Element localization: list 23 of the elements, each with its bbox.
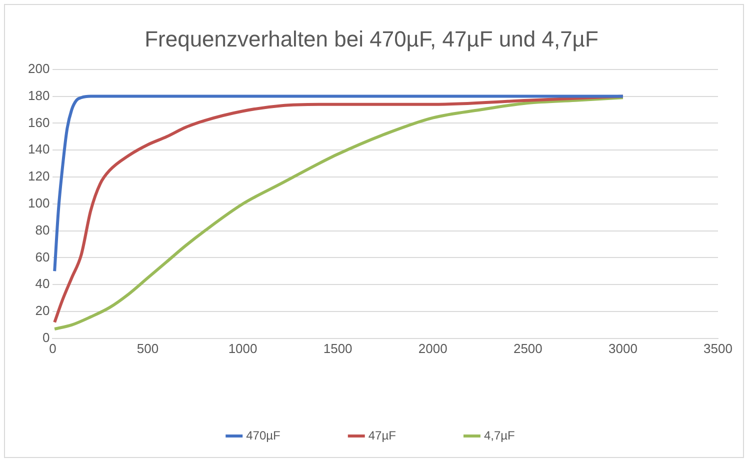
line-series [53,94,624,273]
x-tick-label: 2000 [418,340,448,356]
x-tick-label: 500 [136,340,159,356]
y-tick-label: 80 [35,222,50,238]
chart-title: Frequenzverhalten bei 470µF, 47µF und 4,7µF [144,26,598,52]
y-tick-label: 140 [28,142,50,157]
y-tick-label: 40 [35,276,50,292]
y-tick-label: 160 [28,114,50,130]
x-tick-label: 2500 [513,340,542,356]
x-tick-label: 1000 [228,340,258,356]
legend-label: 47µF [368,428,396,442]
x-tick-label: 3000 [608,340,638,356]
y-tick-label: 180 [28,88,50,103]
legend-label: 4,7µF [484,428,515,442]
y-tick-label: 0 [42,330,50,345]
y-tick-label: 100 [28,195,50,210]
x-tick-label: 3500 [704,340,732,356]
y-tick-label: 120 [28,168,50,184]
y-tick-label: 200 [28,60,50,76]
x-tick-label: 1500 [323,340,352,356]
y-tick-label: 20 [35,303,50,318]
legend-label: 470µF [246,428,280,442]
y-tick-label: 60 [35,249,50,264]
